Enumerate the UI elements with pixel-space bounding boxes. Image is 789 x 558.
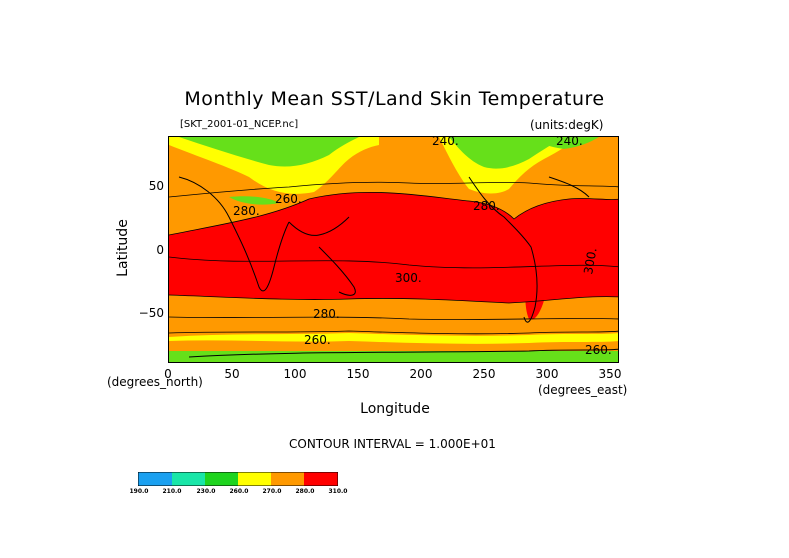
colorbar-label-3: 230.0	[196, 488, 216, 495]
contour-label-5: 280.	[473, 199, 500, 213]
contour-label-3: 260.	[275, 192, 302, 206]
contour-label-1: 240.	[432, 134, 459, 148]
y-tick-0: 0	[156, 243, 164, 257]
colorbar-label-1: 190.0	[129, 488, 149, 495]
colorbar-label-2: 210.0	[162, 488, 182, 495]
contour-lines	[169, 181, 618, 335]
x-axis-label: Longitude	[360, 401, 430, 417]
temperature-map	[168, 136, 619, 363]
band-red-tropics	[169, 192, 618, 303]
colorbar-label-5: 270.0	[262, 488, 282, 495]
colorbar	[137, 471, 339, 487]
contour-label-2: 240.	[556, 134, 583, 148]
x-tick-350: 350	[598, 367, 622, 381]
x-tick-250: 250	[472, 367, 496, 381]
band-orange-south	[169, 340, 618, 351]
band-green-north	[179, 137, 359, 167]
colorbar-swatch-1	[138, 472, 172, 486]
y-tick-minus-50: −50	[138, 306, 164, 320]
file-label: [SKT_2001-01_NCEP.nc]	[180, 119, 299, 130]
contour-label-8: 280.	[313, 307, 340, 321]
contour-label-9: 260.	[304, 333, 331, 347]
colorbar-swatch-3	[205, 472, 238, 486]
x-tick-200: 200	[409, 367, 433, 381]
map-title: Monthly Mean SST/Land Skin Temperature	[184, 88, 605, 110]
colorbar-swatch-4	[238, 472, 271, 486]
colorbar-label-6: 280.0	[295, 488, 315, 495]
x-tick-100: 100	[283, 367, 307, 381]
x-tick-300: 300	[535, 367, 559, 381]
x-axis-unit: (degrees_east)	[538, 383, 628, 397]
colorbar-swatch-5	[271, 472, 304, 486]
y-axis-unit: (degrees_north)	[107, 375, 203, 389]
contour-interval: CONTOUR INTERVAL = 1.000E+01	[289, 437, 496, 451]
coastlines	[178, 176, 618, 358]
north-america-green	[449, 137, 564, 169]
greenland-green	[529, 137, 599, 149]
x-tick-150: 150	[346, 367, 370, 381]
colorbar-swatch-6	[304, 472, 338, 486]
colorbar-swatch-2	[172, 472, 205, 486]
x-tick-50: 50	[224, 367, 240, 381]
colorbar-label-4: 260.0	[229, 488, 249, 495]
contour-label-6: 300.	[395, 271, 422, 285]
y-tick-50: 50	[148, 179, 164, 193]
tibet-green	[229, 196, 279, 205]
contour-label-10: 260.	[585, 343, 612, 357]
colorbar-label-7: 310.0	[328, 488, 348, 495]
contour-label-4: 280.	[233, 204, 260, 218]
y-axis-label: Latitude	[115, 219, 131, 277]
units-label: (units:degK)	[530, 118, 604, 132]
x-tick-0: 0	[164, 367, 172, 381]
